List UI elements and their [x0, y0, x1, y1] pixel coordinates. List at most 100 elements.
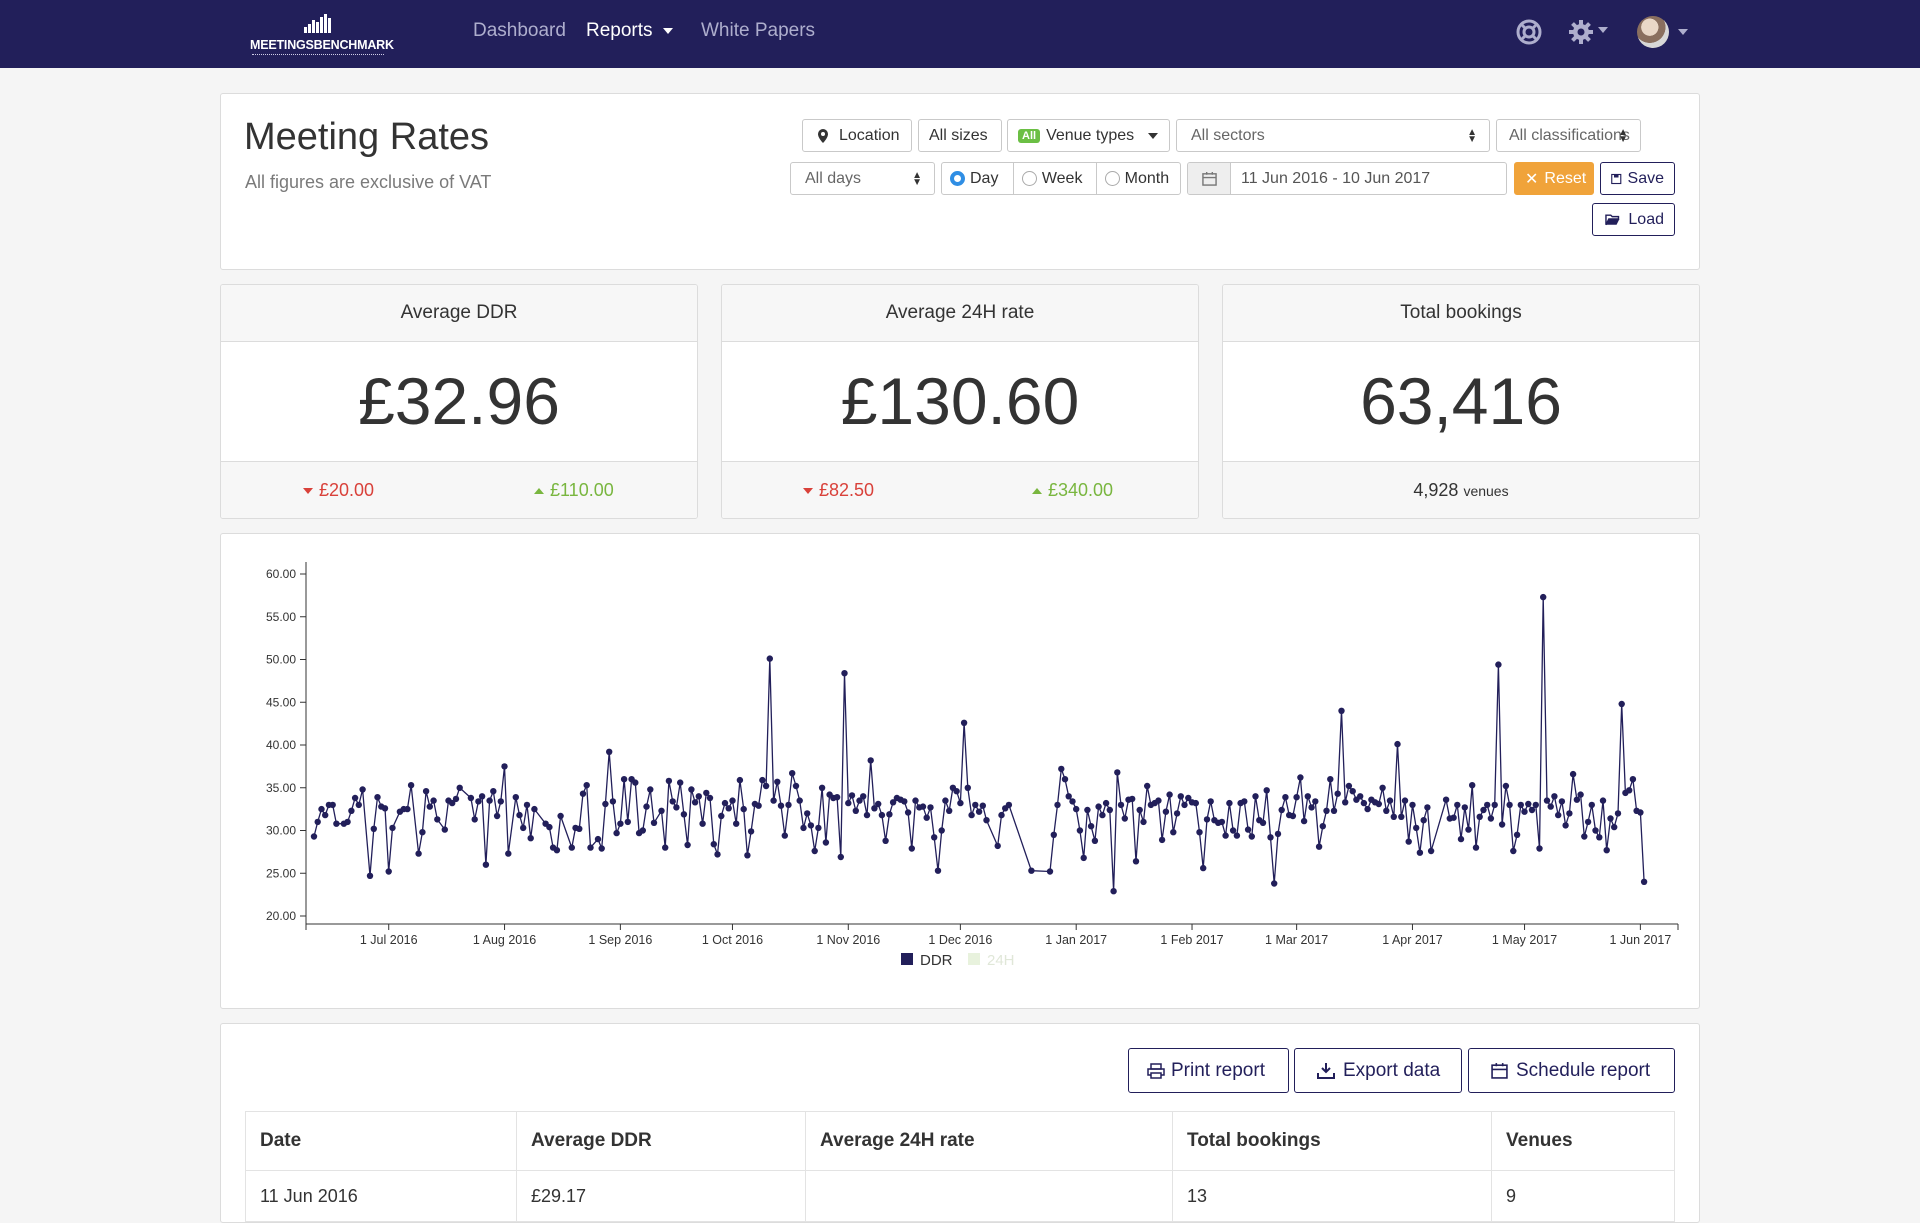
data-point [1502, 782, 1510, 790]
y-tick-label: 25.00 [266, 866, 296, 880]
data-point [1592, 827, 1599, 834]
data-point [1005, 801, 1013, 809]
data-point [677, 779, 684, 786]
data-point [314, 818, 321, 826]
data-point [471, 816, 478, 823]
period-day[interactable]: Day [942, 163, 1014, 194]
data-point [875, 800, 882, 808]
brand-rule [252, 54, 384, 55]
nav-reports[interactable]: Reports [586, 20, 673, 42]
days-select[interactable]: All days ▲ ▼ [790, 162, 935, 195]
data-point [1102, 799, 1110, 807]
data-point [1170, 829, 1177, 836]
data-point [1442, 796, 1450, 803]
data-point [1528, 806, 1536, 814]
help-lifebuoy-icon[interactable] [1516, 17, 1542, 47]
nav-white-papers[interactable]: White Papers [701, 20, 816, 41]
col-average-24h[interactable]: Average 24H rate [805, 1111, 1173, 1171]
data-point [1386, 797, 1394, 804]
data-point [1536, 845, 1543, 852]
data-point [1181, 801, 1188, 809]
data-point [994, 842, 1001, 850]
settings-menu[interactable] [1568, 19, 1608, 50]
chevron-down-icon[interactable] [1678, 29, 1688, 35]
data-point [1472, 844, 1480, 851]
data-point [1065, 793, 1072, 800]
stat-card-ddr: Average DDR £32.96 £20.00 £110.00 [220, 284, 698, 519]
period-month[interactable]: Month [1097, 163, 1180, 194]
save-button[interactable]: Save [1600, 162, 1675, 195]
data-point [512, 794, 519, 801]
sectors-select[interactable]: All sectors ▲ ▼ [1176, 119, 1490, 152]
data-point [1480, 806, 1487, 814]
arrow-down-icon [303, 488, 313, 495]
data-point [602, 800, 609, 808]
stat-title: Average DDR [221, 285, 697, 342]
data-point [1476, 813, 1483, 820]
col-total-bookings[interactable]: Total bookings [1172, 1111, 1492, 1171]
cell-bookings: 13 [1172, 1170, 1492, 1222]
data-point [789, 770, 796, 777]
schedule-report-button[interactable]: Schedule report [1468, 1048, 1675, 1093]
data-point [1069, 798, 1076, 805]
data-point [553, 847, 561, 854]
print-report-button[interactable]: Print report [1128, 1048, 1289, 1093]
table-header-row: Date Average DDR Average 24H rate Total … [245, 1111, 1675, 1171]
nav-dashboard[interactable]: Dashboard [473, 20, 566, 41]
sizes-filter[interactable]: All sizes [918, 119, 1002, 152]
avatar[interactable] [1637, 16, 1669, 48]
data-point [901, 798, 908, 805]
x-tick-label: 1 Sep 2016 [588, 933, 652, 947]
col-average-ddr[interactable]: Average DDR [516, 1111, 806, 1171]
export-data-button[interactable]: Export data [1294, 1048, 1462, 1093]
data-point [960, 719, 968, 726]
date-range-picker[interactable]: 11 Jun 2016 - 10 Jun 2017 [1187, 162, 1507, 195]
data-point [452, 795, 460, 803]
period-week[interactable]: Week [1014, 163, 1097, 194]
stat-title: Total bookings [1223, 285, 1699, 342]
data-point [695, 793, 702, 800]
radio-checked-icon [950, 171, 965, 186]
data-point [1510, 847, 1517, 855]
data-point [770, 797, 777, 804]
data-point [1398, 813, 1405, 820]
data-point [800, 824, 807, 832]
data-point [1487, 815, 1495, 822]
reset-button[interactable]: ✕ Reset [1514, 162, 1594, 195]
col-venues[interactable]: Venues [1491, 1111, 1675, 1171]
stat-min: £20.00 [303, 480, 374, 501]
x-tick-label: 1 Mar 2017 [1265, 933, 1328, 947]
data-point [594, 835, 602, 843]
data-point [370, 825, 377, 832]
load-button[interactable]: Load [1592, 203, 1675, 236]
data-point [1469, 782, 1476, 789]
data-point [1207, 798, 1214, 805]
data-point [889, 799, 897, 806]
brand-logo[interactable]: MEETINGSBENCHMARK [250, 12, 394, 56]
cell-venues: 9 [1491, 1170, 1675, 1222]
venue-types-filter[interactable]: All Venue types [1007, 119, 1170, 152]
data-point [1390, 813, 1398, 820]
data-point [691, 799, 699, 806]
col-date[interactable]: Date [245, 1111, 517, 1171]
data-point [1274, 830, 1282, 838]
legend-label-24h: 24H [987, 952, 1015, 969]
data-point [576, 825, 583, 832]
data-point [568, 844, 575, 851]
data-point [475, 798, 482, 805]
data-point [942, 797, 949, 804]
data-point [729, 797, 736, 804]
arrow-down-icon [803, 488, 813, 495]
save-label: Save [1627, 169, 1664, 187]
data-point [733, 820, 740, 827]
location-filter[interactable]: Location [802, 119, 912, 152]
classifications-select[interactable]: All classifications ▲ ▼ [1496, 119, 1641, 152]
data-point [972, 801, 979, 809]
data-point [856, 797, 863, 804]
data-point [527, 835, 534, 842]
y-tick-label: 50.00 [266, 653, 296, 667]
data-point [1611, 823, 1618, 831]
calendar-icon [1491, 1063, 1508, 1079]
data-point [579, 790, 587, 797]
stat-max: £340.00 [1032, 480, 1113, 501]
